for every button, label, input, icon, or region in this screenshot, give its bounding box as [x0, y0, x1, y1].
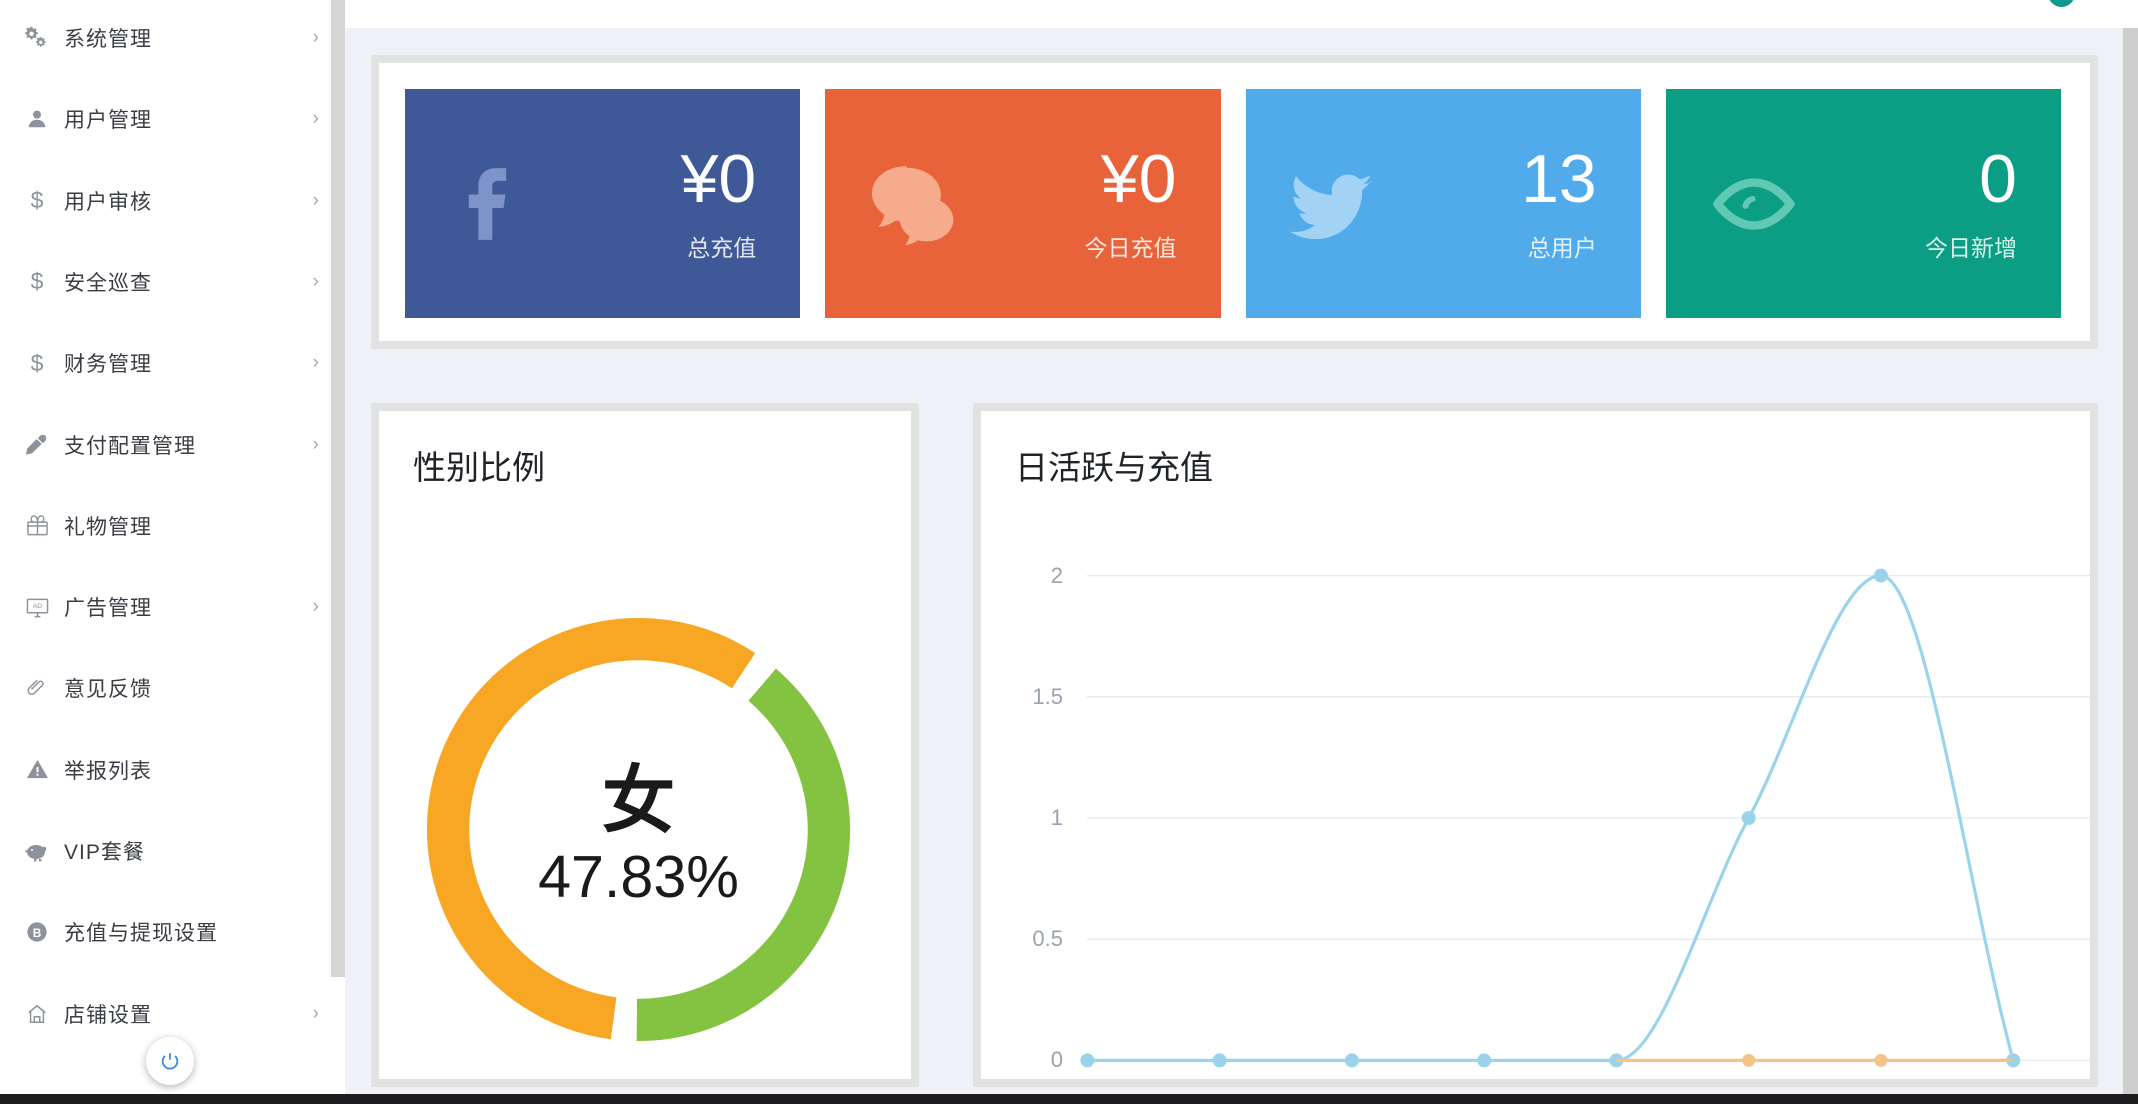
- svg-text:47.83%: 47.83%: [538, 843, 739, 910]
- svg-text:AD: AD: [32, 603, 41, 610]
- svg-text:1.5: 1.5: [1032, 684, 1063, 709]
- svg-text:B: B: [33, 926, 42, 940]
- svg-text:0.5: 0.5: [1032, 926, 1063, 951]
- svg-text:2: 2: [1051, 563, 1063, 588]
- svg-text:女: 女: [602, 759, 675, 841]
- svg-text:0: 0: [1051, 1047, 1063, 1072]
- svg-text:1: 1: [1051, 805, 1063, 830]
